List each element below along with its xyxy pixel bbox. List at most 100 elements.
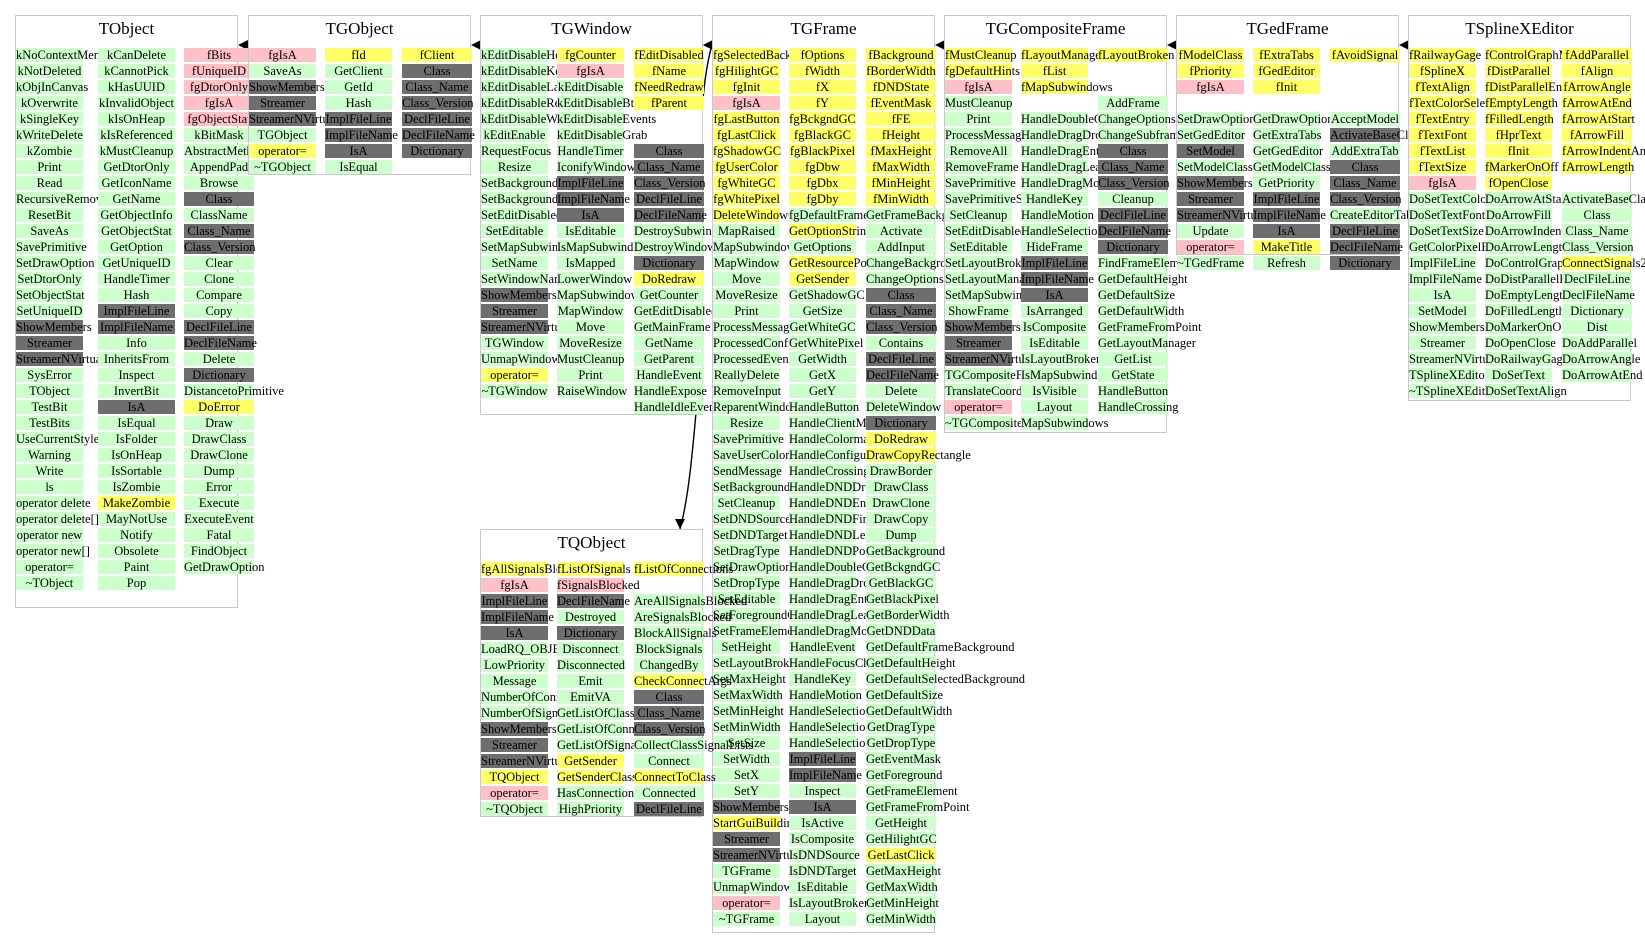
member-getlistofsignals: GetListOfSignals [557,738,645,752]
member-class-version: Class_Version [402,96,474,110]
member-fmustcleanup: fMustCleanup [945,48,1017,62]
member-getuniqueid: GetUniqueID [98,256,175,270]
member-mapwindow: MapWindow [557,304,624,318]
member-kcannotpick: kCannotPick [98,64,175,78]
member-moveresize: MoveResize [557,336,624,350]
member-class-version: Class_Version [866,320,938,334]
member-kisonheap: kIsOnHeap [98,112,175,126]
member-getwhitepixel: GetWhitePixel [789,336,864,350]
member-farrowfill: fArrowFill [1562,128,1632,142]
member-ftextlist: fTextList [1409,144,1476,158]
member-hash: Hash [98,288,175,302]
member-destroysubwindows: DestroySubwindows [634,224,739,238]
member-saveprimitive: SavePrimitive [713,432,784,446]
member-fclient: fClient [402,48,472,62]
member-class: Class [634,690,704,704]
member-getwidth: GetWidth [789,352,856,366]
class-title: TGFrame [790,19,857,38]
member-getdnddata: GetDNDData [866,624,936,638]
member-move: Move [557,320,624,334]
member-empty [1562,176,1632,190]
member-column: fLayoutBroken AddFrame ChangeOptions Change… [1098,48,1251,416]
member-contains: Contains [866,336,936,350]
member-declfilename: DeclFileName [1330,240,1403,254]
member-handledragenter: HandleDragEnter [1021,144,1110,158]
member-handledragleave: HandleDragLeave [1021,160,1113,174]
class-box-tqobject: TQObject fgAllSignalsBlocked fgIsA ImplFile… [480,529,753,818]
member-implfileline: ImplFileLine [1409,256,1476,270]
member-class-name: Class_Name [402,80,472,94]
member-fwidth: fWidth [789,64,856,78]
class-title: TGObject [325,19,394,38]
member-iscomposite: IsComposite [789,832,856,846]
member-deletewindow: DeleteWindow [866,400,942,414]
member-delete: Delete [866,384,936,398]
member-mapsubwindows: MapSubwindows [713,240,801,254]
member-class-version: Class_Version [1098,176,1170,190]
member-handlednddrop: HandleDNDDrop [789,480,878,494]
member-tgframe: ~TGFrame [713,912,780,926]
member-fgwhitegc: fgWhiteGC [713,176,780,190]
member-islayoutbroken: IsLayoutBroken [789,896,871,910]
member-setwindowname: SetWindowName [481,272,570,286]
member-declfileline: DeclFileLine [634,802,704,816]
member-fgcounter: fgCounter [557,48,624,62]
member-class-version: Class_Version [1330,192,1402,206]
member-fdndstate: fDNDState [866,80,936,94]
member-getdefaultsize: GetDefaultSize [866,688,944,702]
member-dictionary: Dictionary [184,368,254,382]
member-operator-delete: operator delete[] [16,512,99,526]
member-fgisa: fgIsA [945,80,1012,94]
member-class-name: Class_Name [184,224,254,238]
member-startguibuilding: StartGuiBuilding [713,816,800,830]
member-class: Class [1098,144,1168,158]
member-connect: Connect [634,754,704,768]
member-getsize: GetSize [789,304,856,318]
member-layout: Layout [789,912,856,926]
member-paint: Paint [98,560,175,574]
member-declfileline: DeclFileLine [866,352,936,366]
member-getextratabs: GetExtraTabs [1253,128,1322,142]
member-getobjectstat: GetObjectStat [98,224,175,238]
member-column: fgAllSignalsBlocked fgIsA ImplFileLine Impl… [481,562,598,818]
member-maynotuse: MayNotUse [98,512,175,526]
member-doarrowindentangle: DoArrowIndentAngle [1485,224,1596,238]
member-setgededitor: SetGedEditor [1177,128,1246,142]
member-geticonname: GetIconName [98,176,175,190]
member-showmembers: ShowMembers [249,80,325,94]
member-dump: Dump [866,528,936,542]
member-lowerwindow: LowerWindow [557,272,633,286]
member-feventmask: fEventMask [866,96,936,110]
member-column: fClient Class Class_Name Class_Version DeclF… [402,48,475,160]
member-removeinput: RemoveInput [713,384,782,398]
class-title: TObject [98,19,155,38]
member-operator: operator= [945,400,1012,414]
member-operator: operator= [1177,240,1244,254]
member-isdndtarget: IsDNDTarget [789,864,857,878]
member-falign: fAlign [1562,64,1632,78]
member-finit: fInit [1485,144,1552,158]
member-setlayoutbroken: SetLayoutBroken [945,256,1034,270]
member-setdrawoption: SetDrawOption [1177,112,1256,126]
member-doarrowatstart: DoArrowAtStart [1485,192,1570,206]
member-column: fOptions fWidth fX fY fgBckgndGC fgBlackGC fgB… [789,48,930,928]
member-handlemotion: HandleMotion [1021,208,1094,222]
member-getlayoutmanager: GetLayoutManager [1098,336,1196,350]
member-fgisa: fgIsA [249,48,316,62]
member-connecttoclass: ConnectToClass [634,770,716,784]
member-islayoutbroken: IsLayoutBroken [1021,352,1103,366]
member-column: fAddParallel fAlign fArrowAngle fArrowAtEnd… [1562,48,1645,384]
member-unmapwindow: UnmapWindow [481,352,561,366]
member-setminwidth: SetMinWidth [713,720,781,734]
member-changeoptions: ChangeOptions [866,272,944,286]
member-resize: Resize [713,416,780,430]
member-addextratab: AddExtraTab [1330,144,1400,158]
member-handledragleave: HandleDragLeave [789,608,881,622]
member-handledndleave: HandleDNDLeave [789,528,883,542]
member-class: Class [634,144,704,158]
member-dodistparallelentry: DoDistParallelEntry [1485,272,1588,286]
class-box-tgframe: TGFrame fgSelectedBackground fgHilightGC fg… [712,15,1025,933]
member-keditdisablebtnenable: kEditDisableBtnEnable [557,96,676,110]
member-setmaxwidth: SetMaxWidth [713,688,783,702]
member-numberofconnections: NumberOfConnections [481,690,598,704]
